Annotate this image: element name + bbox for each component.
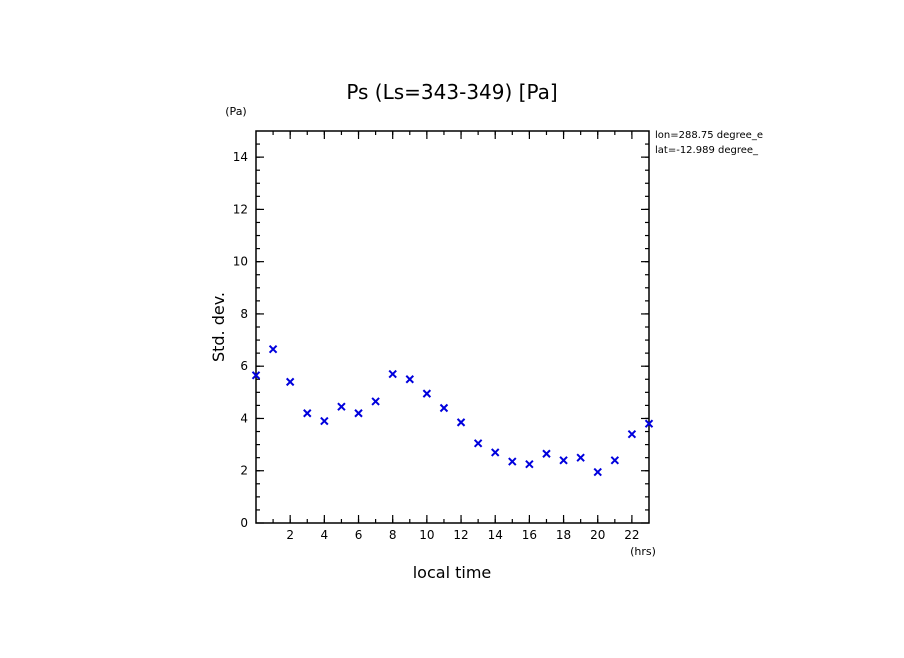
plot-frame xyxy=(255,130,650,524)
data-point-marker xyxy=(251,371,261,380)
data-point-marker xyxy=(559,456,568,465)
y-tick-label: 8 xyxy=(240,307,248,321)
data-point-marker xyxy=(388,369,397,379)
x-tick-label: 6 xyxy=(355,528,363,542)
y-tick-label: 14 xyxy=(233,150,248,164)
data-point-marker xyxy=(576,453,585,462)
data-point-marker xyxy=(473,439,483,448)
data-markers xyxy=(251,345,654,477)
x-tick-label: 20 xyxy=(590,528,605,542)
x-tick-label: 2 xyxy=(286,528,294,542)
data-point-marker xyxy=(268,345,278,354)
data-point-marker xyxy=(593,467,602,477)
x-tick-label: 18 xyxy=(556,528,571,542)
y-axis-label: Std. dev. xyxy=(209,292,228,362)
x-tick-label: 22 xyxy=(624,528,639,542)
x-tick-label: 8 xyxy=(389,528,397,542)
annotation-lat: lat=-12.989 degree_ xyxy=(655,145,759,156)
data-point-marker xyxy=(456,418,466,427)
data-point-marker xyxy=(525,459,534,469)
x-axis-label: local time xyxy=(413,563,492,582)
axis-ticks: 2 4 6 8 10 12 14 16 18 20 22 0 2 4 6 8 10 12 14 xyxy=(233,131,649,542)
x-tick-label: 4 xyxy=(321,528,329,542)
annotation-lon: lon=288.75 degree_e xyxy=(655,130,763,141)
y-tick-label: 0 xyxy=(240,516,248,530)
x-unit-label: (hrs) xyxy=(630,545,656,558)
x-tick-label: 10 xyxy=(419,528,434,542)
y-unit-label: (Pa) xyxy=(225,105,246,118)
data-point-marker xyxy=(508,457,517,466)
data-point-marker xyxy=(610,456,620,465)
x-tick-label: 16 xyxy=(522,528,537,542)
x-tick-label: 12 xyxy=(453,528,468,542)
chart-title: Ps (Ls=343-349) [Pa] xyxy=(346,80,557,104)
data-point-marker xyxy=(303,409,312,418)
x-tick-label: 14 xyxy=(488,528,503,542)
data-point-marker xyxy=(422,389,432,398)
y-tick-label: 2 xyxy=(240,464,248,478)
data-point-marker xyxy=(337,402,346,411)
data-point-marker xyxy=(320,416,329,426)
y-tick-label: 12 xyxy=(233,202,248,216)
y-tick-label: 4 xyxy=(240,411,248,425)
data-point-marker xyxy=(542,449,551,458)
data-point-marker xyxy=(491,448,500,457)
y-tick-label: 6 xyxy=(240,359,248,373)
y-tick-label: 10 xyxy=(233,255,248,269)
data-point-marker xyxy=(285,377,295,387)
data-point-marker xyxy=(405,375,414,384)
data-point-marker xyxy=(354,409,363,418)
data-point-marker xyxy=(439,403,449,413)
data-point-marker xyxy=(627,429,637,439)
data-point-marker xyxy=(644,419,654,428)
data-point-marker xyxy=(371,397,380,406)
